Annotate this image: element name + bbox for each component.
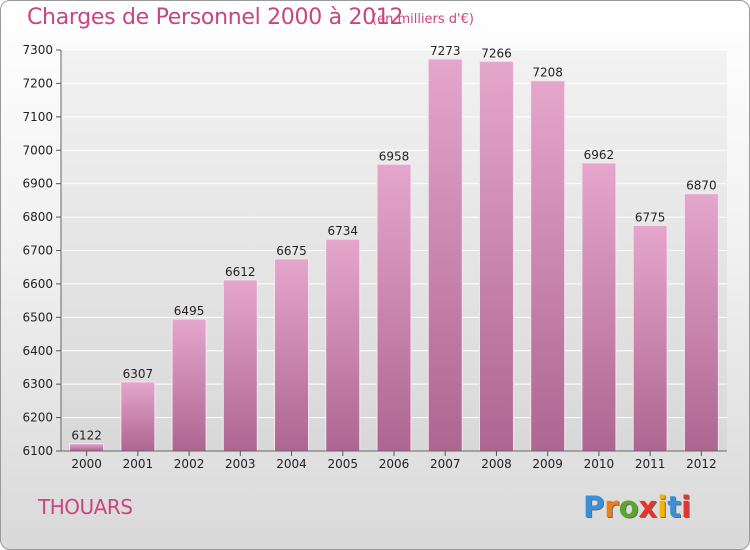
bar-2000 [69,443,105,452]
town-name: THOUARS [38,495,133,519]
y-tick-label: 6800 [22,210,53,224]
bar-2007 [427,58,463,452]
x-tick-label-2008: 2008 [481,457,512,471]
bar-2008 [478,60,514,452]
bar-2005 [325,238,361,452]
y-tick-label: 7000 [22,143,53,157]
y-tick-label: 7200 [22,76,53,90]
y-tick-label: 6600 [22,277,53,291]
y-tick-label: 6900 [22,177,53,191]
logo-letter: x [638,490,658,524]
value-label-2000: 6122 [71,429,102,443]
x-tick-label-2007: 2007 [430,457,461,471]
y-tick-label: 6500 [22,310,53,324]
x-tick-label-2001: 2001 [123,457,154,471]
y-axis: 6100 6200 6300 6400 6500 6600 6700 6800 6900 7000… [22,43,62,458]
x-tick-label-2009: 2009 [532,457,563,471]
y-tick-label: 6100 [22,444,53,458]
x-tick-label-2002: 2002 [174,457,205,471]
bar-2010 [581,162,617,452]
x-tick-label-2012: 2012 [686,457,717,471]
bar-2006 [376,163,412,452]
value-label-2007: 7273 [430,44,461,58]
y-tick-label: 6400 [22,344,53,358]
logo-letter: r [604,490,619,524]
value-label-2011: 6775 [635,210,666,224]
y-tick-label: 6700 [22,244,53,258]
x-tick-label-2010: 2010 [584,457,615,471]
y-tick-label: 6200 [22,411,53,425]
bar-2004 [274,258,310,452]
chart-title: Charges de Personnel 2000 à 2012 [27,5,404,30]
value-label-2003: 6612 [225,265,256,279]
value-label-2010: 6962 [584,148,615,162]
bar-2009 [530,80,566,452]
bars [69,58,719,452]
value-label-2004: 6675 [276,244,307,258]
bar-2002 [171,318,207,452]
bar-2012 [683,193,719,452]
logo-letter: i [681,490,692,524]
value-labels: 6122 6307 6495 6612 6675 6734 6958 7273 7266 7208… [71,44,716,443]
bar-2001 [120,381,156,452]
x-tick-label-2005: 2005 [327,457,358,471]
logo-letter: P [583,490,605,524]
x-tick-label-2004: 2004 [276,457,307,471]
value-label-2012: 6870 [686,179,717,193]
chart-subtitle: (en milliers d'€) [372,12,474,27]
logo-letter: t [667,490,682,524]
value-label-2005: 6734 [327,224,358,238]
x-tick-label-2003: 2003 [225,457,256,471]
logo-letter: i [657,490,668,524]
bar-2003 [222,279,258,452]
x-tick-label-2006: 2006 [379,457,410,471]
x-tick-label-2011: 2011 [635,457,666,471]
x-axis: 2000 2001 2002 2003 2004 2005 2006 2007 2008 2009… [61,450,727,471]
y-tick-label: 6300 [22,377,53,391]
value-label-2002: 6495 [174,304,205,318]
y-tick-label: 7100 [22,110,53,124]
value-label-2008: 7266 [481,46,512,60]
logo-letter: o [618,490,639,524]
y-tick-label: 7300 [22,43,53,57]
x-tick-label-2000: 2000 [71,457,102,471]
value-label-2001: 6307 [123,367,154,381]
value-label-2006: 6958 [379,149,410,163]
value-label-2009: 7208 [532,66,563,80]
bar-2011 [632,224,668,452]
proxiti-logo: Proxiti [583,490,691,524]
